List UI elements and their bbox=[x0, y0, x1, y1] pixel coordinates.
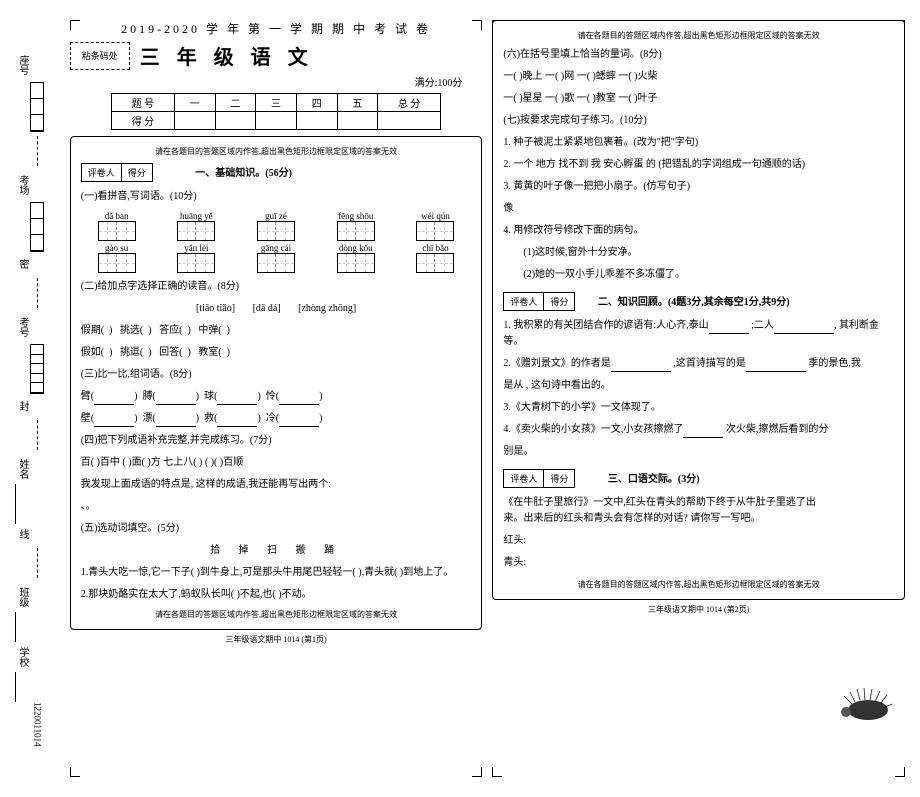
line-char: 线 bbox=[15, 524, 30, 544]
footer-1: 三年级语文期中 1014 (第1页) bbox=[70, 634, 483, 645]
content-box-2: 请在各题目的答题区域内作答,超出黑色矩形边框限定区域的答案无效 (六)在括号里填… bbox=[492, 20, 905, 600]
pinyin-row-1: dǎ ban huāng yě guī zé fēng shōu wéi qún bbox=[81, 211, 472, 241]
label-class: 班级 bbox=[15, 582, 30, 612]
score-table: 题 号 一 二 三 四 五 总 分 得 分 bbox=[111, 93, 441, 130]
full-score: 满分:100分 bbox=[70, 74, 483, 89]
label-num: 考号 bbox=[15, 312, 30, 342]
main-title: 三 年 级 语 文 bbox=[140, 41, 314, 70]
q1: (一)看拼音,写词语。(10分) bbox=[81, 189, 472, 205]
binding-sidebar: 座号 考场 密 考号 封 姓名 线 班级 学校 1220011014 bbox=[15, 20, 60, 777]
section-3-title: 三、口语交际。(3分) bbox=[608, 470, 700, 485]
page-wrapper: 座号 考场 密 考号 封 姓名 线 班级 学校 1220011014 2019-… bbox=[0, 0, 920, 797]
notice-bottom: 请在各题目的答题区域内作答,超出黑色矩形边框限定区域的答案无效 bbox=[81, 609, 472, 620]
q4: (四)把下列成语补充完整,并完成练习。(7分) bbox=[81, 433, 472, 449]
section-2-title: 二、知识回顾。(4题3分,其余每空1分,共9分) bbox=[598, 293, 790, 308]
q7: (七)按要求完成句子练习。(10分) bbox=[503, 113, 894, 129]
footer-2: 三年级语文期中 1014 (第2页) bbox=[492, 604, 905, 615]
fold-char: 封 bbox=[15, 396, 30, 416]
q6: (六)在括号里填上恰当的量词。(8分) bbox=[503, 47, 894, 63]
reviewer-box: 评卷人 得分 bbox=[81, 163, 153, 182]
label-name: 姓名 bbox=[15, 454, 30, 484]
label-seat: 座号 bbox=[15, 50, 30, 80]
barcode-sticker: 粘条码处 bbox=[70, 42, 130, 70]
label-school: 学校 bbox=[15, 642, 30, 672]
sidebar-block: 座号 考场 密 考号 封 姓名 线 班级 学校 1220011014 bbox=[15, 50, 60, 747]
hedgehog-icon bbox=[830, 682, 895, 722]
seal-char: 密 bbox=[15, 254, 30, 274]
page-2: 请在各题目的答题区域内作答,超出黑色矩形边框限定区域的答案无效 (六)在括号里填… bbox=[492, 20, 905, 777]
title-row: 粘条码处 三 年 级 语 文 bbox=[70, 41, 483, 70]
exam-header: 2019-2020 学 年 第 一 学 期 期 中 考 试 卷 bbox=[70, 20, 483, 37]
pinyin-row-2: gào su yǎn lèi gāng cái dòng kǒu chī bǎo bbox=[81, 243, 472, 273]
notice-top: 请在各题目的答题区域内作答,超出黑色矩形边框限定区域的答案无效 bbox=[81, 146, 472, 157]
content-box-1: 请在各题目的答题区域内作答,超出黑色矩形边框限定区域的答案无效 评卷人 得分 一… bbox=[70, 136, 483, 630]
section-1-title: 一、基础知识。(56分) bbox=[195, 164, 292, 179]
q5: (五)选动词填空。(5分) bbox=[81, 521, 472, 537]
page-1: 2019-2020 学 年 第 一 学 期 期 中 考 试 卷 粘条码处 三 年… bbox=[70, 20, 483, 777]
q3: (三)比一比,组词语。(8分) bbox=[81, 367, 472, 383]
serial-num: 1220011014 bbox=[32, 702, 42, 747]
label-room: 考场 bbox=[15, 170, 30, 200]
q2: (二)给加点字选择正确的读音。(8分) bbox=[81, 279, 472, 295]
